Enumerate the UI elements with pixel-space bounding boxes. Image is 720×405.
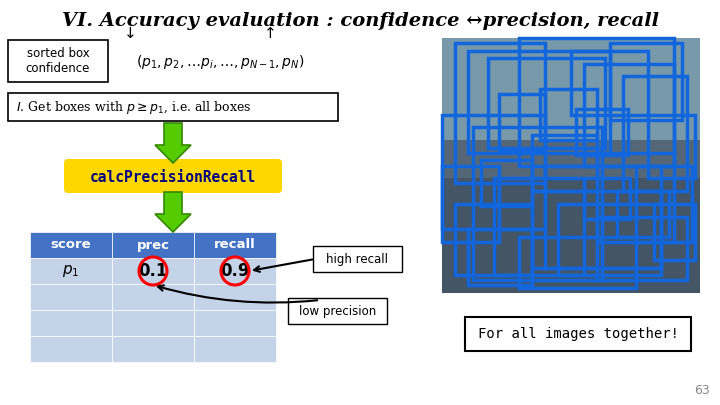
Text: calcPrecisionRecall: calcPrecisionRecall [90, 170, 256, 185]
FancyBboxPatch shape [112, 310, 194, 336]
Text: 0.9: 0.9 [220, 262, 250, 280]
Text: sorted box
confidence: sorted box confidence [26, 47, 90, 75]
Text: high recall: high recall [326, 252, 389, 266]
FancyBboxPatch shape [313, 246, 402, 272]
Text: ↓: ↓ [124, 26, 136, 41]
FancyBboxPatch shape [194, 232, 276, 258]
FancyBboxPatch shape [30, 310, 112, 336]
Text: $(p_1, p_2, \ldots p_i, \ldots, p_{N-1}, p_N)$: $(p_1, p_2, \ldots p_i, \ldots, p_{N-1},… [135, 53, 305, 71]
Text: 0.1: 0.1 [138, 262, 168, 280]
Polygon shape [155, 123, 191, 163]
Text: $p_1$: $p_1$ [62, 263, 80, 279]
FancyBboxPatch shape [30, 336, 112, 362]
FancyBboxPatch shape [442, 178, 700, 293]
Text: For all images together!: For all images together! [477, 327, 678, 341]
FancyBboxPatch shape [30, 232, 112, 258]
FancyBboxPatch shape [442, 38, 700, 140]
Text: score: score [50, 239, 91, 252]
FancyBboxPatch shape [30, 258, 112, 284]
FancyBboxPatch shape [30, 284, 112, 310]
FancyBboxPatch shape [194, 336, 276, 362]
Text: recall: recall [214, 239, 256, 252]
FancyBboxPatch shape [112, 258, 194, 284]
Text: VI. Accuracy evaluation : confidence ↔precision, recall: VI. Accuracy evaluation : confidence ↔pr… [61, 12, 659, 30]
FancyBboxPatch shape [194, 310, 276, 336]
FancyBboxPatch shape [112, 284, 194, 310]
FancyBboxPatch shape [112, 336, 194, 362]
FancyBboxPatch shape [194, 284, 276, 310]
FancyBboxPatch shape [64, 159, 282, 193]
FancyBboxPatch shape [112, 232, 194, 258]
Text: prec: prec [137, 239, 169, 252]
FancyBboxPatch shape [288, 298, 387, 324]
Text: $I$. Get boxes with $p \geq p_1$, i.e. all boxes: $I$. Get boxes with $p \geq p_1$, i.e. a… [16, 98, 252, 115]
Text: 63: 63 [694, 384, 710, 397]
Text: low precision: low precision [299, 305, 376, 318]
Polygon shape [155, 192, 191, 232]
FancyBboxPatch shape [8, 93, 338, 121]
FancyBboxPatch shape [465, 317, 691, 351]
FancyBboxPatch shape [194, 258, 276, 284]
FancyBboxPatch shape [8, 40, 108, 82]
FancyBboxPatch shape [442, 38, 700, 293]
Text: ↑: ↑ [264, 26, 276, 41]
